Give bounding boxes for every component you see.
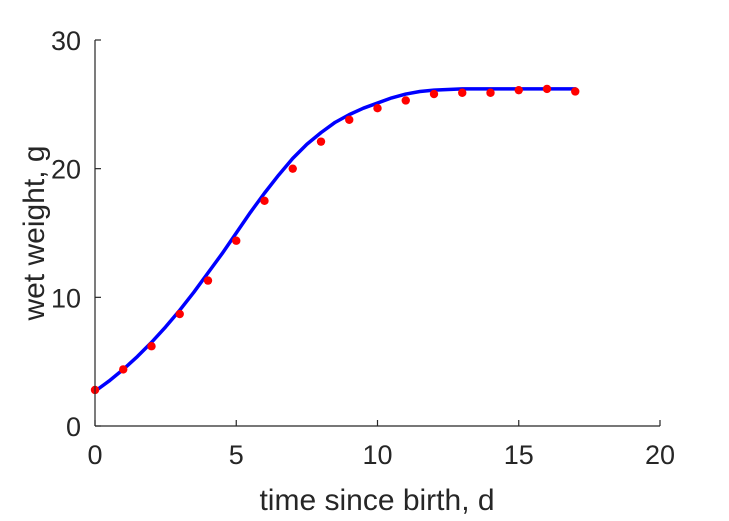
fit-curve-line xyxy=(93,87,577,394)
x-tick-label: 15 xyxy=(504,440,534,470)
data-point xyxy=(316,137,326,146)
data-point xyxy=(345,115,354,124)
data-point xyxy=(486,88,495,97)
x-tick-label: 5 xyxy=(229,440,244,470)
data-point xyxy=(401,96,410,105)
data-point xyxy=(514,85,523,95)
plot-area xyxy=(90,84,580,395)
data-point xyxy=(260,196,269,206)
y-tick-label: 10 xyxy=(51,283,81,313)
data-point xyxy=(147,342,156,351)
y-tick-label: 0 xyxy=(66,412,81,442)
y-tick-label: 30 xyxy=(51,26,81,56)
data-point xyxy=(119,365,128,374)
data-point xyxy=(429,89,439,99)
y-tick-label: 20 xyxy=(51,155,81,185)
y-axis-label: wet weight, g xyxy=(18,145,51,321)
x-tick-label: 20 xyxy=(645,440,675,470)
data-point xyxy=(373,103,382,113)
x-tick-label: 0 xyxy=(87,440,102,470)
data-point xyxy=(175,309,184,319)
data-point xyxy=(288,164,297,173)
data-point xyxy=(458,88,467,97)
data-point xyxy=(571,87,580,96)
axes xyxy=(94,40,660,427)
data-point xyxy=(542,84,552,94)
y-ticks: 0 10 20 30 xyxy=(51,26,101,442)
data-point xyxy=(232,236,241,245)
x-axis-label: time since birth, d xyxy=(259,484,494,517)
x-ticks: 0 5 10 15 20 xyxy=(87,420,675,470)
x-tick-label: 10 xyxy=(362,440,392,470)
data-point xyxy=(203,276,213,285)
